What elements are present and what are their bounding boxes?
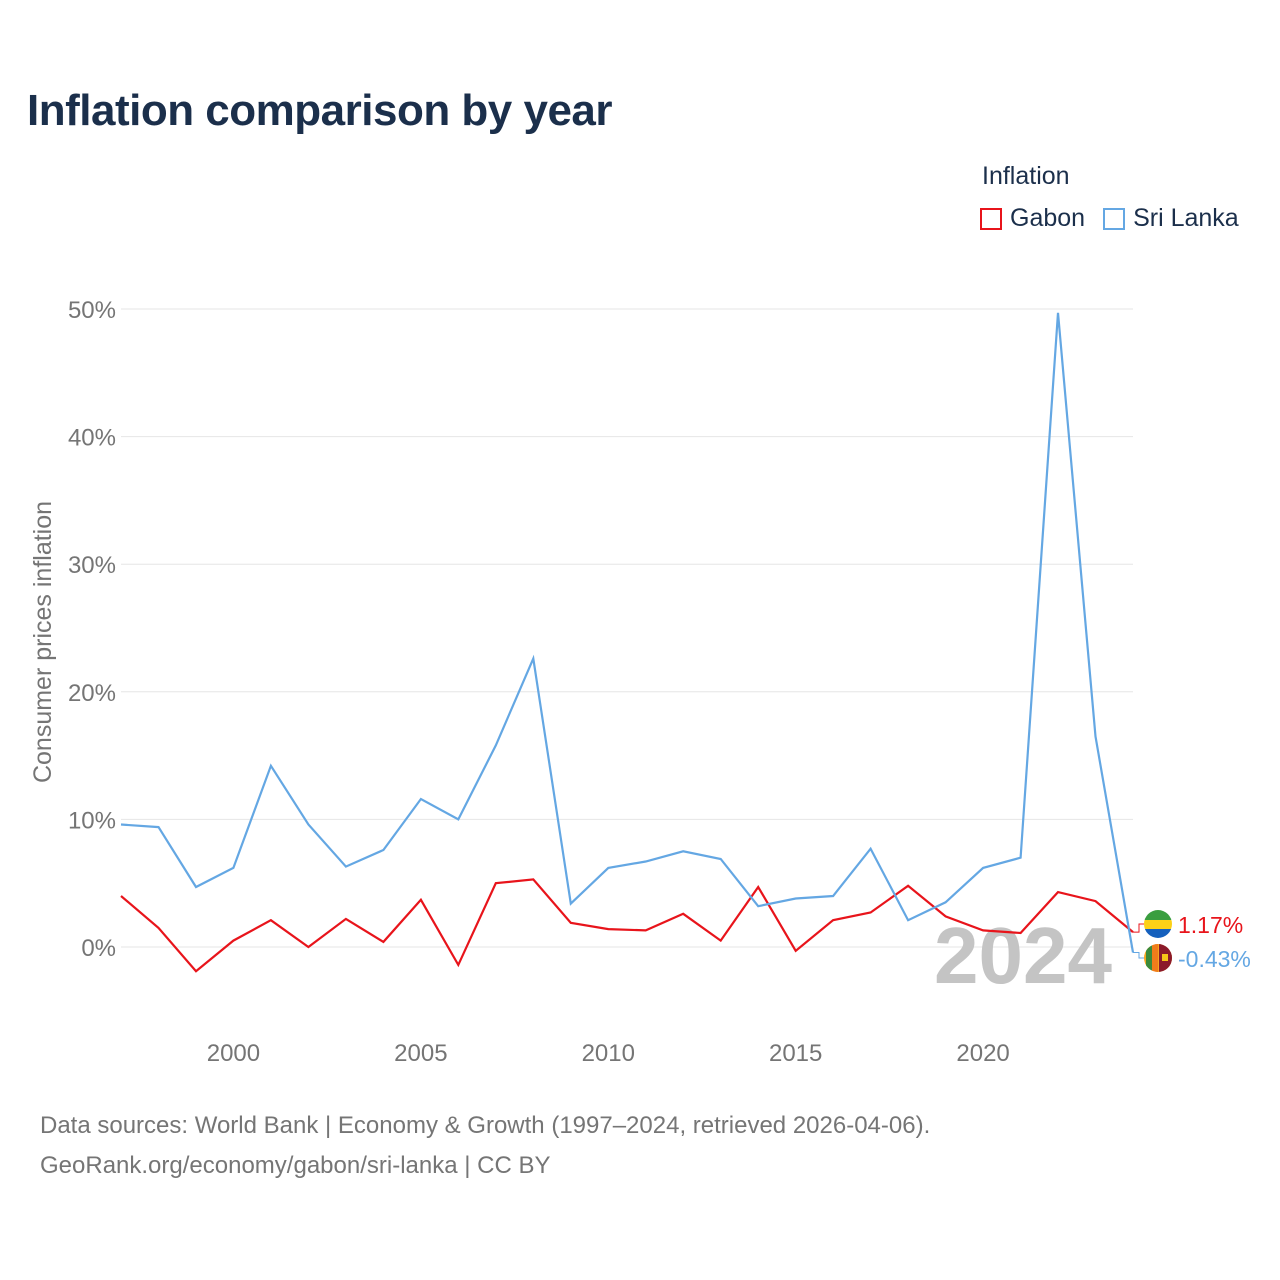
y-tick-label: 40%	[68, 425, 116, 452]
legend: Gabon Sri Lanka	[980, 204, 1257, 233]
footer-sources: Data sources: World Bank | Economy & Gro…	[40, 1112, 931, 1139]
y-tick-label: 50%	[68, 297, 116, 324]
flag-icon-sri-lanka	[1144, 944, 1172, 972]
chart-title: Inflation comparison by year	[27, 86, 613, 135]
year-watermark: 2024	[934, 911, 1112, 1000]
legend-swatch-gabon	[980, 207, 1002, 230]
legend-swatch-sri-lanka	[1103, 207, 1126, 230]
flag-icon-gabon	[1144, 910, 1172, 938]
y-axis-ticks: 0% 10% 20% 30% 40% 50%	[68, 297, 116, 962]
y-tick-label: 0%	[81, 935, 116, 962]
x-tick-label: 2020	[956, 1040, 1009, 1067]
end-connector-gabon	[1133, 923, 1144, 933]
x-tick-label: 2005	[394, 1040, 447, 1067]
legend-item-sri-lanka[interactable]: Sri Lanka	[1103, 204, 1239, 233]
line-chart: 0% 10% 20% 30% 40% 50% 2000 2005 2010 2015 2020 C…	[29, 297, 1251, 1067]
grid-lines	[121, 308, 1133, 948]
legend-title: Inflation	[982, 162, 1070, 190]
end-connector-sri-lanka	[1133, 951, 1144, 959]
end-value-label-gabon: 1.17%	[1178, 912, 1243, 938]
series-line-gabon	[120, 878, 1134, 973]
y-tick-label: 10%	[68, 807, 116, 834]
footer-link[interactable]: GeoRank.org/economy/gabon/sri-lanka | CC…	[40, 1152, 551, 1179]
footer: Data sources: World Bank | Economy & Gro…	[40, 1106, 930, 1186]
y-axis-label: Consumer prices inflation	[29, 501, 57, 783]
y-tick-label: 30%	[68, 552, 116, 579]
end-value-label-sri-lanka: -0.43%	[1178, 946, 1251, 972]
x-tick-label: 2000	[207, 1040, 260, 1067]
x-axis-ticks: 2000 2005 2010 2015 2020	[207, 1040, 1010, 1067]
y-tick-label: 20%	[68, 680, 116, 707]
x-tick-label: 2010	[582, 1040, 635, 1067]
legend-label-sri-lanka: Sri Lanka	[1133, 204, 1239, 232]
x-tick-label: 2015	[769, 1040, 822, 1067]
legend-label-gabon: Gabon	[1010, 204, 1086, 232]
legend-item-gabon[interactable]: Gabon	[980, 204, 1085, 233]
series-line-sri-lanka	[120, 312, 1135, 953]
